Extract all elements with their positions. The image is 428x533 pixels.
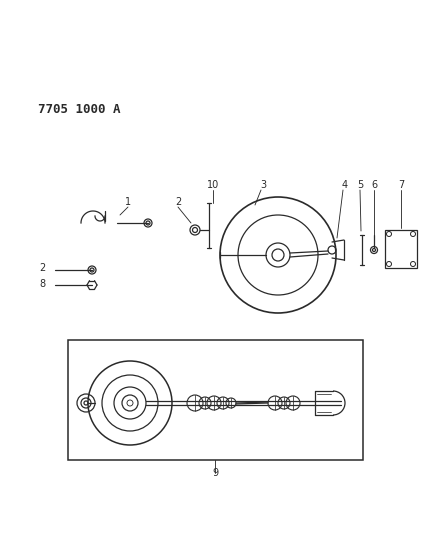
Text: 6: 6 <box>371 180 377 190</box>
Text: 8: 8 <box>39 279 45 289</box>
Text: 2: 2 <box>175 197 181 207</box>
Bar <box>385 230 417 268</box>
Text: 4: 4 <box>342 180 348 190</box>
Text: 7705 1000 A: 7705 1000 A <box>38 103 121 116</box>
Text: 9: 9 <box>212 468 219 478</box>
Text: 5: 5 <box>357 180 363 190</box>
Text: 1: 1 <box>125 197 131 207</box>
Text: 10: 10 <box>207 180 219 190</box>
Text: 3: 3 <box>260 180 266 190</box>
Bar <box>68 340 363 460</box>
Text: 2: 2 <box>39 263 45 273</box>
Text: 7: 7 <box>398 180 404 190</box>
